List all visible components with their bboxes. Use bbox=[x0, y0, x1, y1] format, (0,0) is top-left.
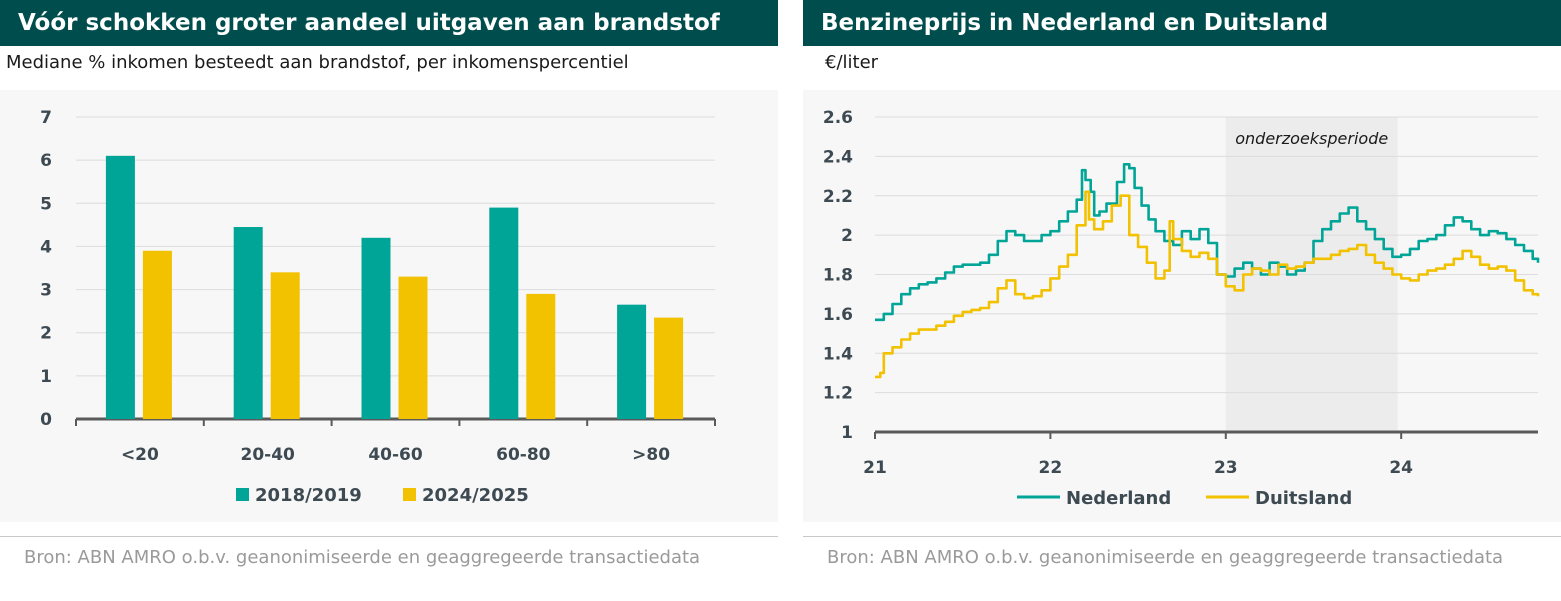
legend-label: Nederland bbox=[1066, 488, 1171, 509]
panel-left: Vóór schokken groter aandeel uitgaven aa… bbox=[0, 0, 778, 601]
y-tick-label: 2 bbox=[40, 324, 52, 344]
bar-chart-area: 0 1 2 3 4 5 6 7 <20 20-40 40-60 60-80 >80 2018/2019 20… bbox=[0, 90, 778, 522]
legend-label: Duitsland bbox=[1255, 488, 1352, 509]
source-divider-left bbox=[0, 536, 778, 537]
y-tick-label: 1.2 bbox=[823, 384, 853, 404]
bar-series1 bbox=[489, 207, 519, 419]
bar-series2 bbox=[270, 272, 300, 419]
y-tick-label: 1.8 bbox=[823, 266, 853, 286]
bar-series1 bbox=[361, 237, 391, 419]
y-tick-label: 2.6 bbox=[823, 108, 853, 128]
study-period-label: onderzoeksperiode bbox=[1235, 129, 1388, 148]
x-tick-label: 23 bbox=[1214, 458, 1238, 478]
source-note-left: Bron: ABN AMRO o.b.v. geanonimiseerde en… bbox=[24, 547, 701, 568]
y-tick-label: 3 bbox=[40, 281, 52, 301]
y-tick-label: 2.4 bbox=[823, 147, 853, 167]
chart-subtitle-right: €/liter bbox=[825, 52, 879, 73]
bar-series2 bbox=[654, 317, 684, 419]
x-tick-label: 60-80 bbox=[496, 445, 551, 465]
bar-series2 bbox=[526, 293, 556, 419]
x-tick-label: 20-40 bbox=[241, 445, 296, 465]
legend-swatch bbox=[403, 488, 416, 501]
y-tick-label: 1.4 bbox=[823, 344, 853, 364]
legend-label: 2024/2025 bbox=[422, 485, 529, 506]
x-tick-label: <20 bbox=[121, 445, 159, 465]
line-chart-area: 1 1.2 1.4 1.6 1.8 2 2.2 2.4 2.6 21 22 23 24 onderzoek… bbox=[803, 90, 1561, 522]
legend-label: 2018/2019 bbox=[255, 485, 362, 506]
source-note-right: Bron: ABN AMRO o.b.v. geanonimiseerde en… bbox=[827, 547, 1504, 568]
line-series-duitsland bbox=[875, 190, 1540, 379]
line-series-nederland bbox=[875, 163, 1540, 322]
y-tick-label: 2 bbox=[841, 226, 853, 246]
x-tick-label: 40-60 bbox=[368, 445, 423, 465]
source-divider-right bbox=[803, 536, 1561, 537]
bar-series2 bbox=[398, 276, 428, 419]
bar-series1 bbox=[105, 155, 135, 419]
bar-series2 bbox=[142, 250, 172, 419]
y-tick-label: 4 bbox=[40, 237, 52, 257]
chart-subtitle-left: Mediane % inkomen besteedt aan brandstof… bbox=[6, 52, 629, 73]
y-tick-label: 5 bbox=[40, 194, 52, 214]
chart-title-left: Vóór schokken groter aandeel uitgaven aa… bbox=[0, 0, 778, 46]
bar-series1 bbox=[617, 304, 647, 419]
y-tick-label: 1 bbox=[841, 423, 853, 443]
legend-swatch bbox=[236, 488, 249, 501]
y-tick-label: 6 bbox=[40, 151, 52, 171]
line-chart: 1 1.2 1.4 1.6 1.8 2 2.2 2.4 2.6 21 22 23 24 onderzoek… bbox=[823, 108, 1540, 509]
y-tick-label: 7 bbox=[40, 108, 52, 128]
y-tick-label: 1.6 bbox=[823, 305, 853, 325]
x-tick-label: >80 bbox=[632, 445, 670, 465]
x-tick-label: 24 bbox=[1389, 458, 1413, 478]
bar-chart: 0 1 2 3 4 5 6 7 <20 20-40 40-60 60-80 >80 2018/2019 20… bbox=[40, 108, 716, 506]
y-tick-label: 1 bbox=[40, 367, 52, 387]
chart-title-right: Benzineprijs in Nederland en Duitsland bbox=[803, 0, 1561, 46]
panel-right: Benzineprijs in Nederland en Duitsland €… bbox=[803, 0, 1561, 601]
x-tick-label: 21 bbox=[863, 458, 887, 478]
x-tick-label: 22 bbox=[1039, 458, 1063, 478]
bar-series1 bbox=[233, 227, 263, 419]
y-tick-label: 0 bbox=[40, 410, 52, 430]
y-tick-label: 2.2 bbox=[823, 187, 853, 207]
